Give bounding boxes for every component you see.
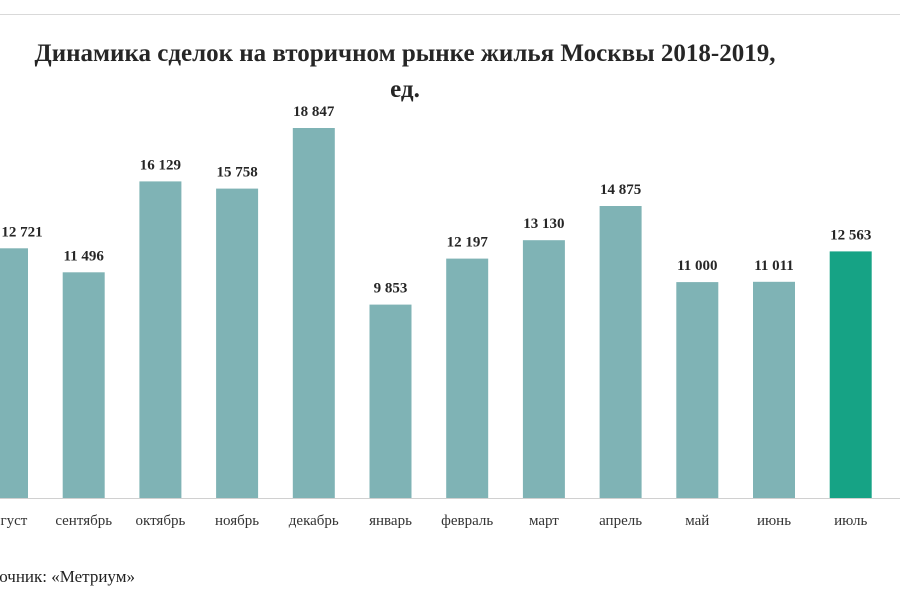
x-tick-label: ноябрь [215, 513, 259, 529]
x-tick-label: апрель [599, 513, 642, 529]
bar-декабрь [292, 128, 335, 498]
bars-layer [0, 128, 872, 498]
x-tick-label: декабрь [289, 513, 339, 529]
chart-title-line-2: ед. [390, 76, 420, 103]
x-tick-label: январь [369, 513, 412, 529]
x-tick-label: август [0, 513, 28, 529]
bar-август [0, 248, 28, 498]
x-tick-label: февраль [441, 513, 493, 529]
data-label: 9 853 [374, 281, 408, 297]
bar-апрель [599, 206, 642, 498]
data-label: 12 721 [1, 224, 42, 240]
source-note: точник: «Метриум» [0, 567, 135, 587]
x-tick-label: июль [834, 513, 867, 529]
x-tick-labels-layer: август сентябрь октябрь ноябрь декабрь январь… [0, 513, 867, 529]
bar-февраль [446, 258, 489, 498]
bar-июль [829, 251, 872, 498]
data-label: 18 847 [293, 104, 335, 120]
x-tick-label: март [529, 513, 559, 529]
data-label: 12 563 [830, 227, 871, 243]
x-tick-label: октябрь [135, 513, 185, 529]
data-label: 11 496 [63, 248, 104, 264]
data-label: 11 000 [677, 258, 717, 274]
source-value: «Метриум» [51, 567, 135, 586]
source-label: точник: [0, 567, 47, 586]
data-label: 16 129 [140, 157, 181, 173]
bar-октябрь [139, 181, 182, 498]
data-label: 11 011 [754, 258, 794, 274]
bar-март [522, 240, 565, 498]
x-tick-label: июнь [757, 513, 791, 529]
bar-июнь [753, 281, 795, 498]
chart-title: Динамика сделок на вторичном рынке жилья… [0, 36, 810, 108]
top-rule [0, 14, 900, 15]
bar-январь [369, 304, 412, 498]
x-tick-label: май [685, 513, 709, 529]
data-labels-layer: 12 721 11 496 16 129 15 758 18 847 9 853 12 19… [1, 104, 871, 297]
data-label: 14 875 [600, 182, 641, 198]
data-label: 12 197 [447, 235, 489, 251]
data-label: 15 758 [216, 165, 257, 181]
data-label: 13 130 [523, 216, 564, 232]
bar-май [676, 282, 719, 498]
bar-ноябрь [216, 188, 259, 498]
bar-сентябрь [62, 272, 105, 498]
x-tick-label: сентябрь [55, 513, 112, 529]
chart-title-line-1: Динамика сделок на вторичном рынке жилья… [34, 40, 776, 67]
